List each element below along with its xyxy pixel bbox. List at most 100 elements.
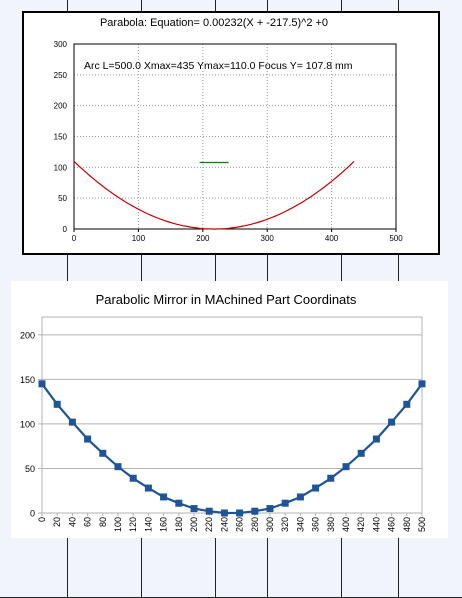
frame-line bbox=[141, 538, 142, 598]
mirror-chart-panel: Parabolic Mirror in MAchined Part Coordi… bbox=[11, 281, 448, 538]
mirror-curve bbox=[41, 383, 423, 515]
data-point bbox=[129, 474, 137, 482]
y-tick-label: 100 bbox=[20, 419, 35, 429]
data-point bbox=[53, 400, 61, 408]
chart-title: Parabola: Equation= 0.00232(X + -217.5)^… bbox=[100, 17, 328, 29]
data-point bbox=[266, 505, 274, 513]
x-tick-label: 220 bbox=[204, 517, 214, 532]
data-point bbox=[418, 380, 426, 388]
x-tick-label: 280 bbox=[250, 517, 260, 532]
data-point bbox=[99, 449, 107, 457]
mirror-chart: Parabolic Mirror in MAchined Part Coordi… bbox=[20, 292, 427, 532]
x-tick-label: 380 bbox=[326, 517, 336, 532]
chart-annotation: Arc L=500.0 Xmax=435 Ymax=110.0 Focus Y=… bbox=[84, 60, 353, 72]
axes bbox=[38, 316, 423, 516]
data-point bbox=[403, 400, 411, 408]
frame-line bbox=[398, 0, 399, 12]
data-point bbox=[144, 484, 152, 492]
data-point bbox=[342, 463, 350, 471]
frame-line bbox=[67, 538, 68, 598]
y-tick-label: 150 bbox=[20, 375, 35, 385]
x-tick-label: 440 bbox=[371, 517, 381, 532]
data-point bbox=[281, 499, 289, 507]
parabola-curve bbox=[73, 160, 355, 230]
data-point bbox=[357, 449, 365, 457]
data-point bbox=[114, 463, 122, 471]
parabola-chart-panel: Parabola: Equation= 0.00232(X + -217.5)^… bbox=[22, 11, 440, 255]
x-tick-label: 200 bbox=[189, 517, 199, 532]
series bbox=[38, 380, 426, 517]
frame-line bbox=[67, 255, 68, 281]
tick-labels: 0 50 100 150 200 250 300 0 100 200 300 400 500 bbox=[54, 40, 404, 243]
x-tick-label: 300 bbox=[265, 517, 275, 532]
data-point bbox=[220, 509, 228, 517]
data-point bbox=[38, 380, 46, 388]
series bbox=[73, 160, 355, 230]
plot-frame bbox=[73, 43, 397, 230]
data-point bbox=[296, 493, 304, 501]
frame-line bbox=[398, 538, 399, 598]
x-tick-label: 300 bbox=[261, 234, 275, 243]
x-tick-label: 20 bbox=[52, 517, 62, 527]
x-tick-label: 480 bbox=[402, 517, 412, 532]
x-tick-label: 400 bbox=[325, 234, 339, 243]
frame-line bbox=[341, 255, 342, 281]
axes bbox=[73, 43, 397, 232]
x-tick-label: 140 bbox=[143, 517, 153, 532]
x-tick-label: 400 bbox=[341, 517, 351, 532]
frame-line bbox=[267, 0, 268, 12]
data-point bbox=[251, 507, 259, 515]
x-tick-label: 500 bbox=[389, 234, 403, 243]
x-tick-label: 80 bbox=[98, 517, 108, 527]
x-tick-label: 0 bbox=[37, 517, 47, 522]
frame-line bbox=[215, 538, 216, 598]
x-tick-label: 120 bbox=[128, 517, 138, 532]
frame-line bbox=[341, 538, 342, 598]
y-tick-label: 0 bbox=[30, 509, 35, 519]
frame-line bbox=[341, 0, 342, 12]
x-tick-label: 320 bbox=[280, 517, 290, 532]
frame-line bbox=[267, 255, 268, 281]
x-tick-label: 160 bbox=[159, 517, 169, 532]
data-point bbox=[205, 507, 213, 515]
x-tick-label: 340 bbox=[295, 517, 305, 532]
data-point bbox=[160, 493, 168, 501]
y-tick-label: 0 bbox=[63, 225, 68, 234]
tick-labels: 0 50 100 150 200 0 20 40 60 80 100 120 140 160 180 200 2… bbox=[20, 330, 427, 532]
x-tick-label: 60 bbox=[83, 517, 93, 527]
frame-line bbox=[141, 0, 142, 12]
frame-line bbox=[67, 0, 68, 12]
grid bbox=[42, 334, 422, 514]
x-tick-label: 40 bbox=[67, 517, 77, 527]
x-tick-label: 0 bbox=[72, 234, 77, 243]
data-point bbox=[327, 474, 335, 482]
frame-line bbox=[215, 0, 216, 12]
data-point bbox=[175, 499, 183, 507]
x-tick-label: 460 bbox=[387, 517, 397, 532]
frame-line bbox=[267, 538, 268, 598]
y-tick-label: 200 bbox=[20, 330, 35, 340]
x-tick-label: 200 bbox=[196, 234, 210, 243]
y-tick-label: 250 bbox=[54, 71, 68, 80]
x-tick-label: 100 bbox=[113, 517, 123, 532]
x-tick-label: 100 bbox=[132, 234, 146, 243]
x-tick-label: 360 bbox=[311, 517, 321, 532]
data-point bbox=[388, 418, 396, 426]
data-point bbox=[236, 509, 244, 517]
data-point bbox=[84, 435, 92, 443]
frame-line bbox=[141, 255, 142, 281]
y-tick-label: 50 bbox=[25, 464, 35, 474]
x-tick-label: 260 bbox=[235, 517, 245, 532]
data-point bbox=[312, 484, 320, 492]
y-tick-label: 50 bbox=[58, 194, 67, 203]
data-point bbox=[68, 418, 76, 426]
chart-title: Parabolic Mirror in MAchined Part Coordi… bbox=[96, 292, 357, 307]
x-tick-label: 420 bbox=[356, 517, 366, 532]
data-point bbox=[372, 435, 380, 443]
x-tick-label: 500 bbox=[417, 517, 427, 532]
y-tick-label: 150 bbox=[54, 133, 68, 142]
y-tick-label: 200 bbox=[54, 102, 68, 111]
x-tick-label: 240 bbox=[219, 517, 229, 532]
y-tick-label: 100 bbox=[54, 163, 68, 172]
y-tick-label: 300 bbox=[54, 40, 68, 49]
